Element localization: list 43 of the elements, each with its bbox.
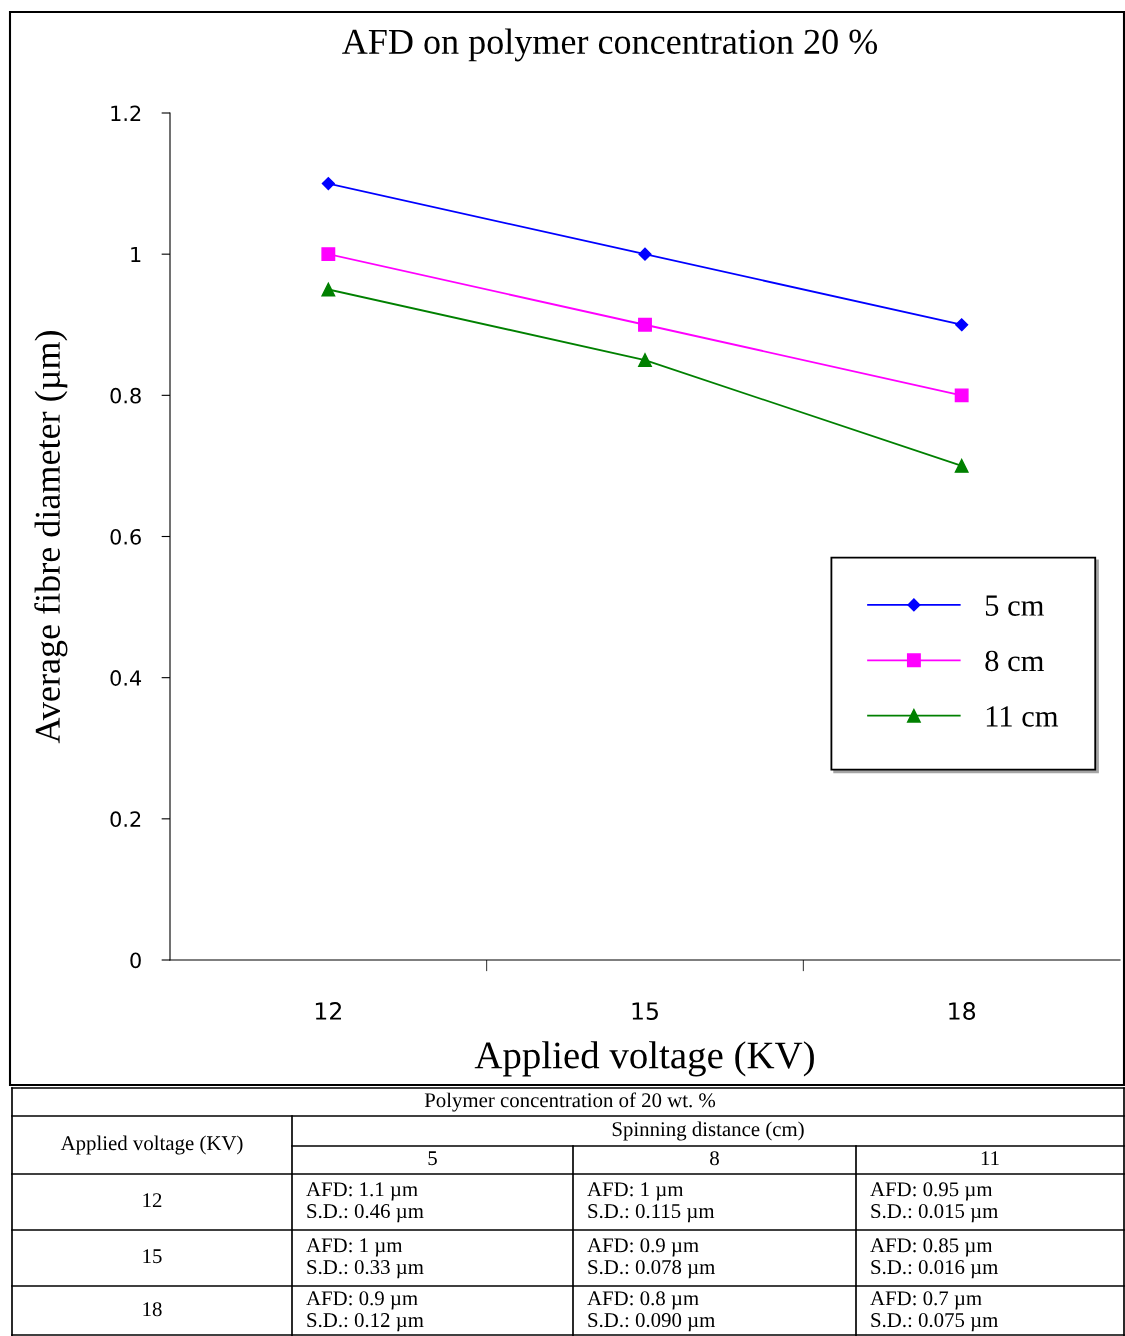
legend-label: 8 cm [985, 650, 1044, 672]
text: AFD: 0.7 µm S.D.: 0.075 µm [870, 1291, 999, 1332]
y-tick-label: 1.2 [111, 105, 141, 121]
text: AFD: 1 µm S.D.: 0.33 µm [306, 1238, 424, 1279]
text: 5 [428, 1151, 437, 1166]
point [954, 388, 969, 403]
x-axis-title: Applied voltage (KV) [474, 1041, 814, 1077]
text: AFD: 0.9 µm S.D.: 0.078 µm [587, 1238, 716, 1279]
text: AFD: 0.85 µm S.D.: 0.016 µm [870, 1238, 999, 1279]
y-tick-label: 1 [131, 246, 141, 263]
text: 18 [143, 1302, 162, 1317]
text: Applied voltage (KV) [60, 1135, 243, 1155]
y-tick-label: 0.8 [110, 387, 141, 404]
y-axis-title: Average fibre diameter (µm) [34, 331, 68, 744]
chart-title: AFD on polymer concentration 20 % [342, 28, 878, 62]
point [954, 458, 969, 473]
point [638, 353, 652, 367]
y-tick-label: 0.6 [110, 528, 141, 545]
text: Polymer concentration of 20 wt. % [424, 1092, 716, 1112]
point [321, 247, 336, 262]
text: 15 [143, 1249, 162, 1264]
x-tick-label: 18 [949, 1002, 976, 1020]
y-tick-label: 0 [130, 952, 141, 969]
point [321, 176, 335, 191]
text: AFD: 0.95 µm S.D.: 0.015 µm [870, 1182, 999, 1223]
legend-label: 5 cm [985, 595, 1044, 616]
legend-label: 11 cm [986, 706, 1059, 727]
point [955, 318, 969, 332]
point [638, 247, 652, 261]
text: AFD: 0.9 µm S.D.: 0.12 µm [306, 1291, 424, 1332]
point [638, 317, 652, 332]
text: Spinning distance (cm) [612, 1121, 804, 1141]
text: AFD: 1.1 µm S.D.: 0.46 µm [306, 1182, 424, 1223]
y-tick-label: 0.4 [110, 670, 142, 686]
text: AFD: 1 µm S.D.: 0.115 µm [587, 1182, 715, 1223]
y-tick-label: 0.2 [110, 811, 141, 828]
text: 12 [143, 1193, 162, 1208]
text: AFD: 0.8 µm S.D.: 0.090 µm [587, 1291, 716, 1332]
x-tick-label: 12 [315, 1002, 341, 1020]
x-tick-label: 15 [632, 1002, 658, 1020]
point [321, 282, 336, 297]
text: 11 [981, 1151, 999, 1166]
text: 8 [710, 1151, 719, 1166]
